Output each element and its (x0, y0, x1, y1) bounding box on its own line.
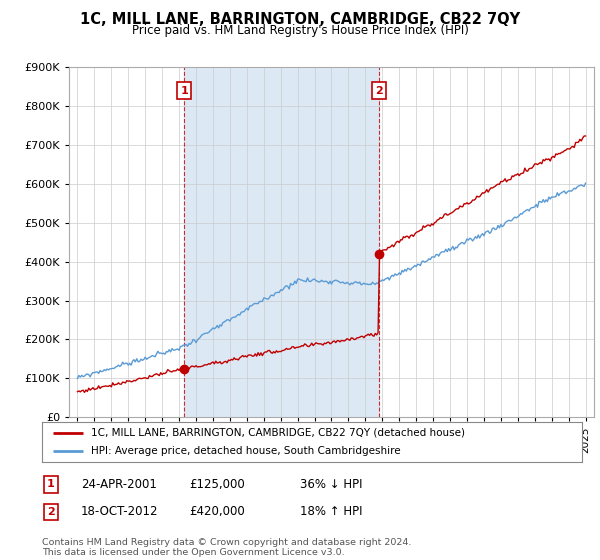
Text: 2: 2 (375, 86, 383, 96)
Text: 1C, MILL LANE, BARRINGTON, CAMBRIDGE, CB22 7QY (detached house): 1C, MILL LANE, BARRINGTON, CAMBRIDGE, CB… (91, 428, 464, 438)
Text: 18-OCT-2012: 18-OCT-2012 (81, 505, 158, 519)
Text: 1: 1 (47, 479, 55, 489)
Text: 2: 2 (47, 507, 55, 517)
Text: 18% ↑ HPI: 18% ↑ HPI (300, 505, 362, 519)
Text: HPI: Average price, detached house, South Cambridgeshire: HPI: Average price, detached house, Sout… (91, 446, 400, 456)
Text: £125,000: £125,000 (189, 478, 245, 491)
Text: 1C, MILL LANE, BARRINGTON, CAMBRIDGE, CB22 7QY: 1C, MILL LANE, BARRINGTON, CAMBRIDGE, CB… (80, 12, 520, 27)
Bar (184, 67, 379, 417)
Text: Contains HM Land Registry data © Crown copyright and database right 2024.
This d: Contains HM Land Registry data © Crown c… (42, 538, 412, 557)
Text: 24-APR-2001: 24-APR-2001 (81, 478, 157, 491)
Text: Price paid vs. HM Land Registry's House Price Index (HPI): Price paid vs. HM Land Registry's House … (131, 24, 469, 37)
Text: 36% ↓ HPI: 36% ↓ HPI (300, 478, 362, 491)
Text: £420,000: £420,000 (189, 505, 245, 519)
Text: 1: 1 (180, 86, 188, 96)
